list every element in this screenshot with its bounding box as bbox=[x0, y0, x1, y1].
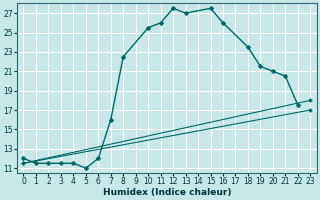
X-axis label: Humidex (Indice chaleur): Humidex (Indice chaleur) bbox=[103, 188, 231, 197]
